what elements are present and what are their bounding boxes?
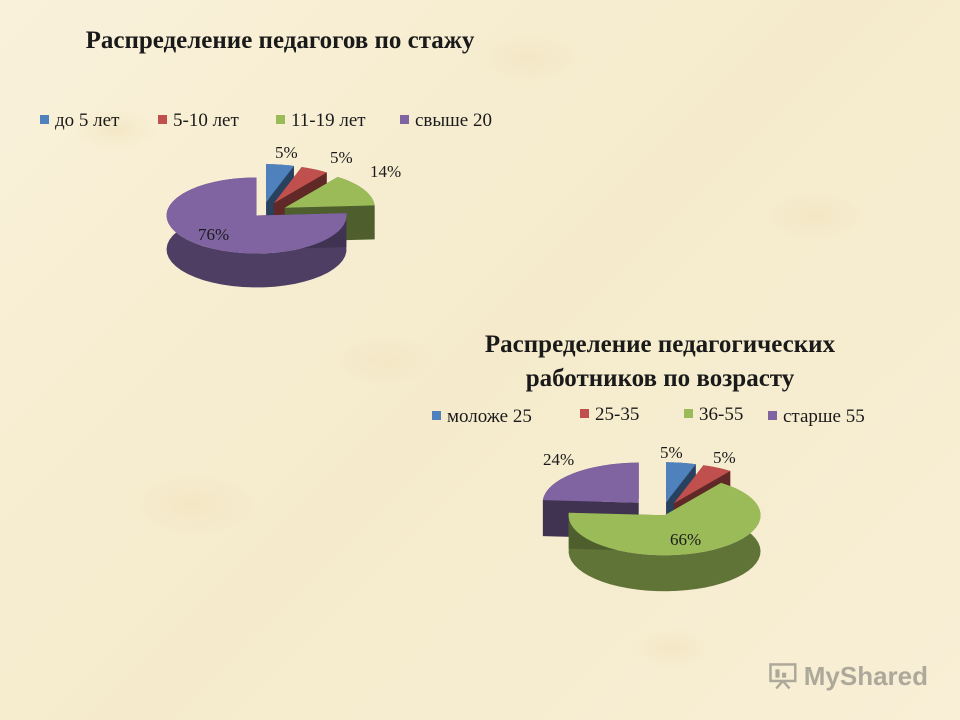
chart-age: Распределение педагогических работников … bbox=[400, 320, 940, 610]
legend-item: 25-35 bbox=[580, 404, 639, 426]
chart-experience: Распределение педагогов по стажу до 5 ле… bbox=[0, 0, 560, 300]
legend-swatch bbox=[580, 409, 589, 418]
data-label: 24% bbox=[543, 450, 574, 469]
pie-slice-top bbox=[666, 462, 696, 503]
presentation-icon bbox=[769, 663, 797, 690]
pie-slice-top bbox=[273, 167, 327, 204]
pie-slice-top bbox=[673, 465, 731, 504]
pie-slice-side bbox=[568, 482, 761, 592]
data-label: 5% bbox=[330, 148, 353, 167]
watermark-text: MyShared bbox=[803, 660, 928, 691]
legend-swatch bbox=[158, 115, 167, 124]
pie-slice-2 bbox=[568, 482, 761, 592]
chart-title: Распределение педагогов по стажу bbox=[85, 27, 475, 54]
legend-swatch bbox=[40, 115, 49, 124]
data-label: 76% bbox=[198, 225, 229, 244]
data-label: 5% bbox=[275, 143, 298, 162]
chart-title: Распределение педагогических работников … bbox=[484, 331, 836, 392]
legend-item: 11-19 лет bbox=[276, 110, 366, 132]
data-label: 14% bbox=[370, 162, 401, 181]
pie-slice-top bbox=[568, 482, 761, 556]
data-label: 5% bbox=[660, 443, 683, 462]
pie-slice-top bbox=[284, 176, 375, 208]
legend-item: свыше 20 bbox=[400, 110, 492, 132]
pie-slice-top bbox=[266, 164, 294, 203]
watermark: MyShared bbox=[768, 656, 928, 696]
legend-label: 5-10 лет bbox=[173, 110, 239, 131]
legend-label: до 5 лет bbox=[55, 110, 120, 131]
legend-swatch bbox=[684, 409, 693, 418]
pie-chart: 5% 5% 66% 24% bbox=[542, 443, 761, 592]
legend-item: 36-55 bbox=[684, 404, 743, 426]
legend-item: старше 55 bbox=[768, 406, 865, 428]
legend-label: старше 55 bbox=[783, 406, 865, 427]
pie-slice-top bbox=[166, 177, 347, 254]
legend-item: до 5 лет bbox=[40, 110, 119, 132]
legend-swatch bbox=[768, 411, 777, 420]
pie-slice-top bbox=[542, 462, 639, 503]
legend-label: 11-19 лет bbox=[291, 110, 366, 131]
legend-swatch bbox=[432, 411, 441, 420]
legend-swatch bbox=[400, 115, 409, 124]
legend-label: 36-55 bbox=[699, 404, 744, 425]
legend-item: 5-10 лет bbox=[158, 110, 239, 132]
pie-chart: 5% 5% 14% 76% bbox=[166, 143, 401, 288]
legend-swatch bbox=[276, 115, 285, 124]
data-label: 66% bbox=[670, 530, 701, 549]
pie-slice-3 bbox=[166, 177, 347, 288]
legend-label: моложе 25 bbox=[447, 406, 532, 427]
legend-item: моложе 25 bbox=[432, 406, 532, 428]
legend-label: свыше 20 bbox=[415, 110, 492, 131]
legend-label: 25-35 bbox=[595, 404, 640, 425]
data-label: 5% bbox=[713, 448, 736, 467]
